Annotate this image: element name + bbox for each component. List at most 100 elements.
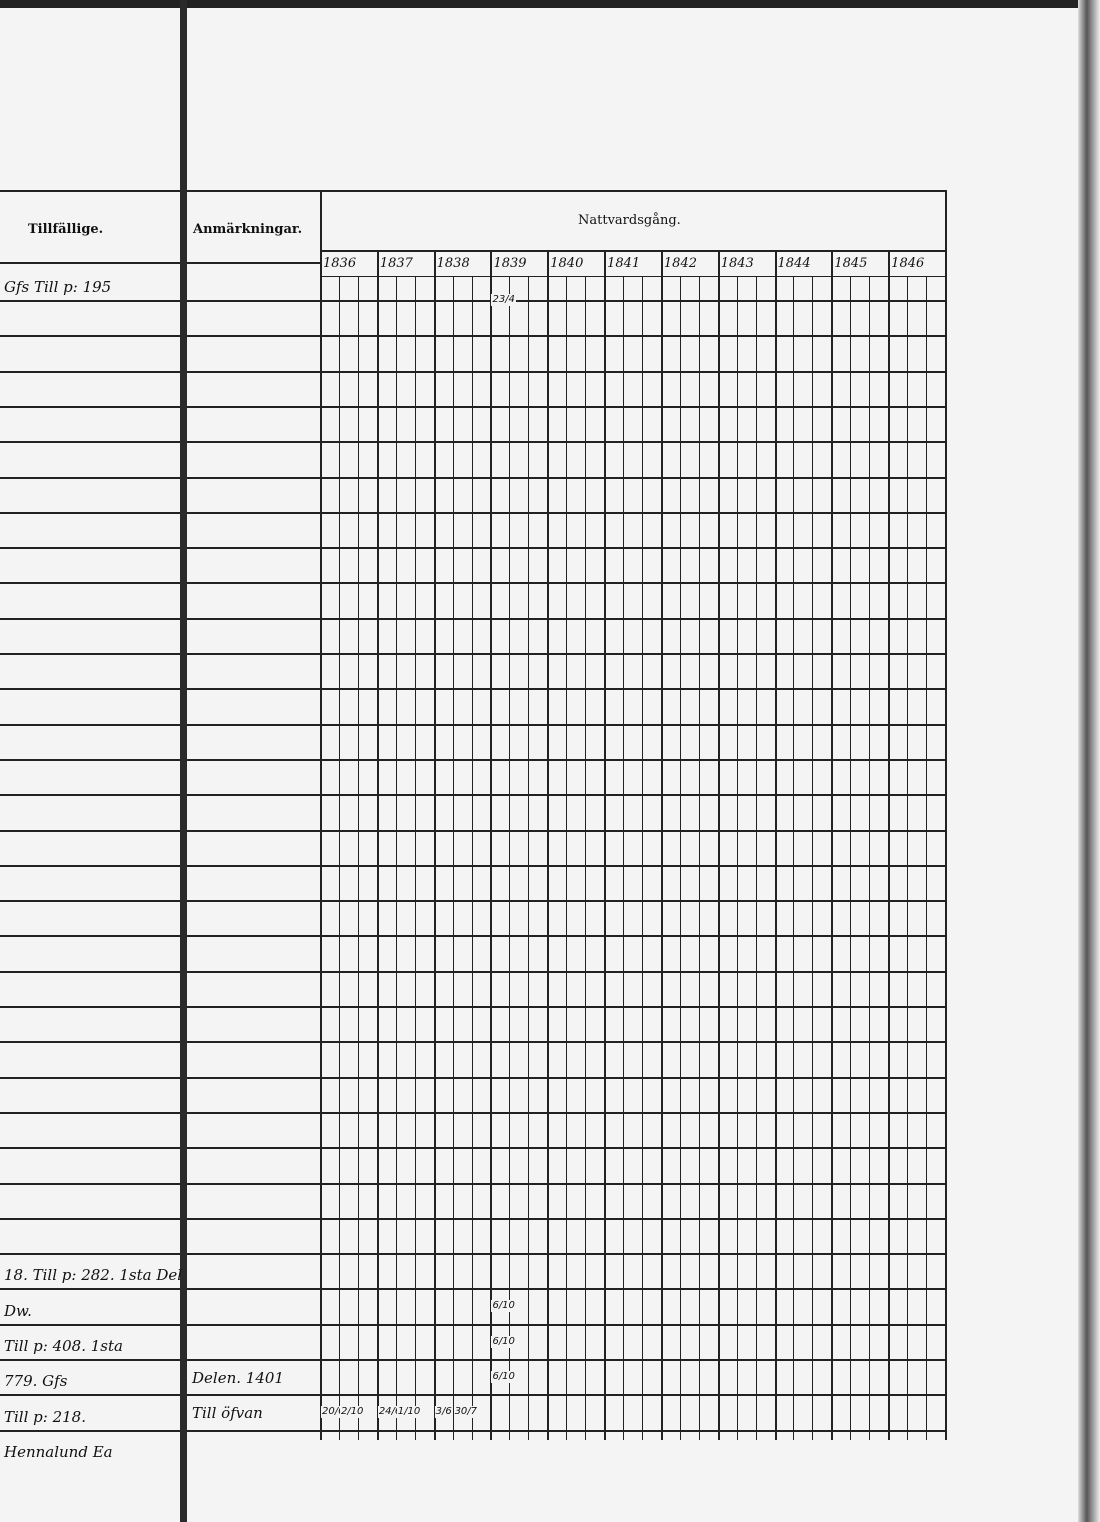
sub-column-line [755, 276, 757, 1440]
header-border [320, 190, 945, 192]
row-line [187, 758, 945, 761]
row-line [0, 1394, 180, 1397]
row-line [0, 688, 180, 691]
row-line [0, 653, 180, 655]
tillfallige-entry: Hennalund Ea [4, 1442, 113, 1461]
sub-column-line [585, 276, 587, 1440]
row-line [187, 547, 945, 550]
row-line [187, 1006, 945, 1008]
row-line [187, 441, 945, 444]
row-line [187, 1394, 945, 1397]
year-label: 1843 [720, 256, 754, 271]
row-line [0, 405, 180, 408]
communion-date: 20/6 [321, 1406, 346, 1419]
row-line [0, 1359, 180, 1361]
row-line [0, 547, 180, 550]
page-right-edge [1078, 0, 1100, 1522]
communion-date: 6/10 [491, 1300, 516, 1313]
row-line [187, 511, 945, 514]
year-column-line [433, 250, 436, 1440]
row-line [0, 300, 180, 302]
row-line [187, 1359, 945, 1361]
row-line [0, 441, 180, 444]
row-line [0, 1429, 180, 1432]
row-line [0, 1076, 180, 1079]
header-border [187, 262, 320, 264]
row-line [0, 900, 180, 903]
year-label: 1845 [834, 256, 868, 271]
row-line [187, 829, 945, 832]
year-label: 1839 [493, 256, 527, 271]
sub-column-line [452, 276, 454, 1440]
row-line [0, 1147, 180, 1150]
row-line [187, 723, 945, 726]
header-divider [320, 250, 945, 252]
row-line [187, 794, 945, 797]
row-line [187, 582, 945, 585]
year-column-line [490, 250, 493, 1440]
row-line [187, 1041, 945, 1044]
year-label: 1844 [777, 256, 811, 271]
year-label: 1838 [436, 256, 470, 271]
sub-column-line [793, 276, 795, 1440]
sub-column-line [926, 276, 928, 1440]
sub-column-line [869, 276, 871, 1440]
row-line [0, 970, 180, 973]
row-line [187, 688, 945, 691]
tillfallige-entry: Till p: 218. [4, 1407, 86, 1426]
row-line [187, 617, 945, 620]
tillfallige-entry: 18. Till p: 282. 1sta Del [4, 1266, 183, 1285]
year-label: 1836 [323, 256, 357, 271]
row-line [0, 1111, 180, 1114]
sub-column-line [528, 276, 530, 1440]
communion-date: 3/6 [434, 1406, 453, 1419]
row-line [187, 1217, 945, 1220]
row-line [187, 1253, 945, 1256]
header-tillfallige: Tillfällige. [28, 222, 104, 237]
year-column-line [376, 250, 379, 1440]
header-border [0, 190, 180, 192]
row-line [187, 1288, 945, 1291]
row-line [187, 300, 945, 302]
row-line [187, 1182, 945, 1185]
sub-column-line [338, 276, 340, 1440]
communion-date: 1/10 [396, 1406, 422, 1419]
row-line [187, 476, 945, 479]
header-border [0, 262, 180, 264]
row-line [0, 1253, 180, 1256]
row-line [187, 1429, 945, 1432]
year-label: 1846 [891, 256, 925, 271]
tillfallige-entry: 779. Gfs [4, 1372, 68, 1391]
year-column-line [888, 250, 891, 1440]
column-border [320, 190, 322, 1440]
communion-date: 23/4 [491, 294, 516, 306]
row-line [0, 1323, 180, 1326]
sub-column-line [509, 276, 511, 1440]
row-line [187, 653, 945, 655]
row-line [0, 1182, 180, 1185]
row-line [187, 335, 945, 338]
row-line [187, 370, 945, 373]
row-line [187, 935, 945, 938]
tillfallige-entry: Gfs Till p: 195 [4, 278, 112, 296]
book-spine [180, 0, 187, 1522]
sub-column-line [395, 276, 397, 1440]
row-line [0, 582, 180, 585]
year-label: 1837 [379, 256, 413, 271]
row-line [0, 1217, 180, 1220]
tillfallige-entry: Till p: 408. 1sta [4, 1337, 123, 1355]
row-line [0, 511, 180, 514]
row-line [0, 1041, 180, 1044]
communion-date: 24/6 [377, 1406, 403, 1419]
remark-entry: Till öfvan [192, 1404, 263, 1423]
sub-column-line [471, 276, 473, 1440]
row-line [187, 900, 945, 903]
row-line [0, 1288, 180, 1291]
row-line [187, 1323, 945, 1326]
sub-column-line [698, 276, 700, 1440]
row-line [0, 1006, 180, 1008]
sub-column-line [850, 276, 852, 1440]
row-line [187, 970, 945, 973]
year-column-line [717, 250, 720, 1440]
